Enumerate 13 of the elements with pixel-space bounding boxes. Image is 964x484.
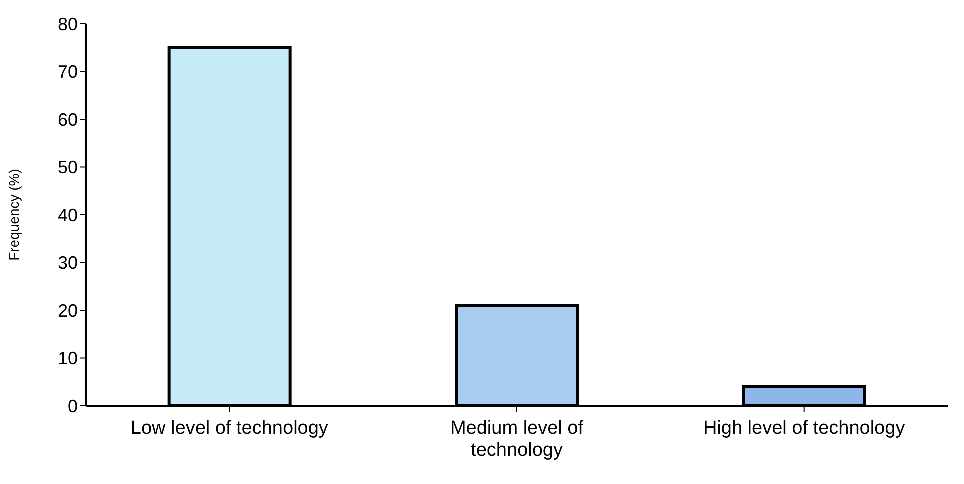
y-tick-label: 30 (58, 253, 78, 274)
y-axis-title: Frequency (%) (6, 169, 22, 261)
x-tick-label: High level of technology (703, 418, 906, 439)
y-tick-label: 60 (58, 110, 78, 130)
y-tick-label: 20 (58, 300, 78, 321)
y-tick-label: 80 (58, 14, 78, 34)
y-tick-label: 70 (58, 62, 78, 82)
y-tick-label: 0 (68, 396, 78, 416)
y-tick-label: 40 (58, 205, 78, 226)
x-tick-label: Low level of technology (130, 418, 329, 439)
y-tick-label: 50 (58, 158, 78, 178)
x-tick-label: Medium level of technology (450, 418, 584, 461)
y-tick-label: 10 (58, 348, 78, 369)
